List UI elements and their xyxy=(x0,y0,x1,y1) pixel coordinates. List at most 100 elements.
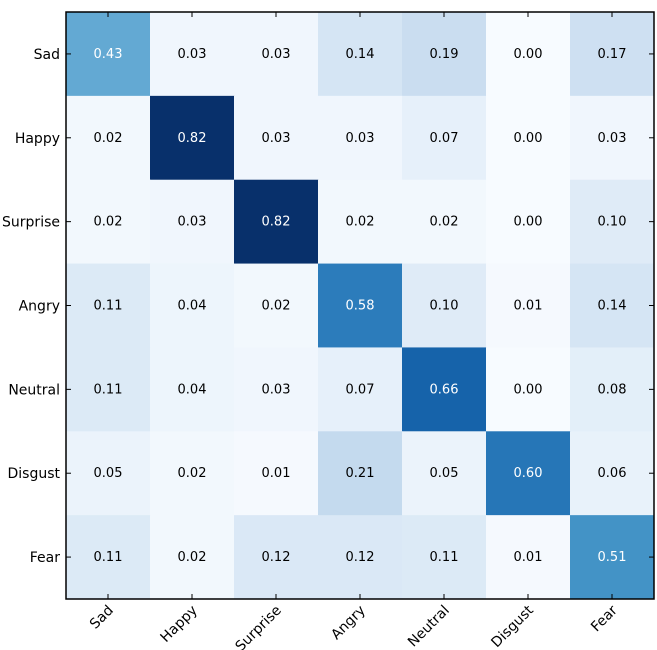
cell-value-label: 0.03 xyxy=(346,131,375,146)
cell-value-label: 0.02 xyxy=(178,466,207,481)
heatmap-cell xyxy=(150,95,235,181)
cell-value-label: 0.14 xyxy=(598,299,627,314)
cell-value-label: 0.06 xyxy=(598,466,627,481)
heatmap-cell xyxy=(318,263,403,348)
cell-value-label: 0.02 xyxy=(346,215,375,230)
cell-value-label: 0.04 xyxy=(178,299,207,314)
cell-value-label: 0.00 xyxy=(514,47,543,62)
x-tick-label: Fear xyxy=(588,602,621,635)
cell-value-label: 0.51 xyxy=(598,550,627,565)
cell-value-label: 0.58 xyxy=(346,299,375,314)
heatmap-cell xyxy=(66,179,151,265)
cell-value-label: 0.02 xyxy=(94,131,123,146)
cell-value-label: 0.03 xyxy=(262,131,291,146)
heatmap-cell xyxy=(318,347,403,432)
heatmap-cell-labels: 0.43 0.03 0.03 0.14 0.19 0.00 0.17 0.02 0.82 0.03… xyxy=(94,47,627,565)
heatmap-cell xyxy=(318,12,403,97)
heatmap-cell xyxy=(318,431,403,516)
heatmap-cell xyxy=(486,12,571,97)
heatmap-cell xyxy=(402,347,487,432)
cell-value-label: 0.03 xyxy=(178,47,207,62)
cell-value-label: 0.05 xyxy=(94,466,123,481)
y-axis-ticks: Sad Happy Surprise Angry Neutral Disgust Fear xyxy=(2,47,654,566)
y-tick-label: Angry xyxy=(19,299,60,315)
heatmap-cell xyxy=(402,431,487,516)
heatmap-cell xyxy=(486,515,571,600)
cell-value-label: 0.12 xyxy=(346,550,375,565)
cell-value-label: 0.08 xyxy=(598,382,627,397)
heatmap-cell xyxy=(402,12,487,97)
heatmap-cell xyxy=(150,431,235,516)
heatmap-cell xyxy=(318,95,403,181)
heatmap-cell xyxy=(570,12,655,97)
x-tick-label: Disgust xyxy=(488,602,537,650)
y-tick-label: Happy xyxy=(15,131,60,147)
cell-value-label: 0.82 xyxy=(178,131,207,146)
heatmap-cell xyxy=(66,263,151,348)
heatmap-cell xyxy=(486,347,571,432)
cell-value-label: 0.01 xyxy=(514,550,543,565)
cell-value-label: 0.03 xyxy=(262,47,291,62)
heatmap-cell xyxy=(234,347,319,432)
heatmap-cell xyxy=(66,95,151,181)
heatmap-cell xyxy=(318,515,403,600)
heatmap-cell xyxy=(570,263,655,348)
heatmap-cell xyxy=(402,263,487,348)
heatmap-cell xyxy=(402,95,487,181)
y-tick-label: Neutral xyxy=(8,382,60,398)
cell-value-label: 0.02 xyxy=(262,299,291,314)
cell-value-label: 0.02 xyxy=(430,215,459,230)
cell-value-label: 0.11 xyxy=(94,299,123,314)
cell-value-label: 0.43 xyxy=(94,47,123,62)
heatmap-cell xyxy=(486,179,571,265)
heatmap-cell xyxy=(402,179,487,265)
cell-value-label: 0.21 xyxy=(346,466,375,481)
cell-value-label: 0.12 xyxy=(262,550,291,565)
cell-value-label: 0.01 xyxy=(514,299,543,314)
x-tick-label: Sad xyxy=(87,603,117,633)
cell-value-label: 0.17 xyxy=(598,47,627,62)
heatmap-cell xyxy=(402,515,487,600)
cell-value-label: 0.04 xyxy=(178,382,207,397)
cell-value-label: 0.60 xyxy=(514,466,543,481)
x-tick-label: Happy xyxy=(158,603,201,646)
cell-value-label: 0.03 xyxy=(178,215,207,230)
heatmap-cell xyxy=(486,263,571,348)
heatmap-cell xyxy=(486,95,571,181)
heatmap-cell xyxy=(66,515,151,600)
cell-value-label: 0.02 xyxy=(178,550,207,565)
heatmap-cell xyxy=(66,347,151,432)
heatmap-cell xyxy=(150,12,235,97)
heatmap-cell xyxy=(486,431,571,516)
cell-value-label: 0.01 xyxy=(262,466,291,481)
x-tick-label: Angry xyxy=(328,603,369,644)
cell-value-label: 0.00 xyxy=(514,131,543,146)
cell-value-label: 0.07 xyxy=(430,131,459,146)
heatmap-cell xyxy=(318,179,403,265)
y-tick-label: Fear xyxy=(30,550,60,566)
heatmap-cell xyxy=(234,431,319,516)
cell-value-label: 0.03 xyxy=(598,131,627,146)
heatmap-cell xyxy=(570,179,655,265)
cell-value-label: 0.10 xyxy=(430,299,459,314)
x-tick-label: Surprise xyxy=(233,603,285,650)
heatmap-cell xyxy=(570,95,655,181)
cell-value-label: 0.10 xyxy=(598,215,627,230)
heatmap-cell xyxy=(150,347,235,432)
heatmap-cell xyxy=(570,347,655,432)
cell-value-label: 0.00 xyxy=(514,382,543,397)
heatmap-cells xyxy=(66,12,655,600)
heatmap-cell xyxy=(66,431,151,516)
cell-value-label: 0.05 xyxy=(430,466,459,481)
cell-value-label: 0.82 xyxy=(262,215,291,230)
heatmap-cell xyxy=(570,431,655,516)
cell-value-label: 0.11 xyxy=(430,550,459,565)
heatmap-cell xyxy=(234,95,319,181)
x-tick-label: Neutral xyxy=(405,603,453,650)
y-tick-label: Disgust xyxy=(7,466,60,482)
heatmap-cell xyxy=(150,179,235,265)
cell-value-label: 0.03 xyxy=(262,382,291,397)
cell-value-label: 0.11 xyxy=(94,550,123,565)
cell-value-label: 0.19 xyxy=(430,47,459,62)
cell-value-label: 0.02 xyxy=(94,215,123,230)
